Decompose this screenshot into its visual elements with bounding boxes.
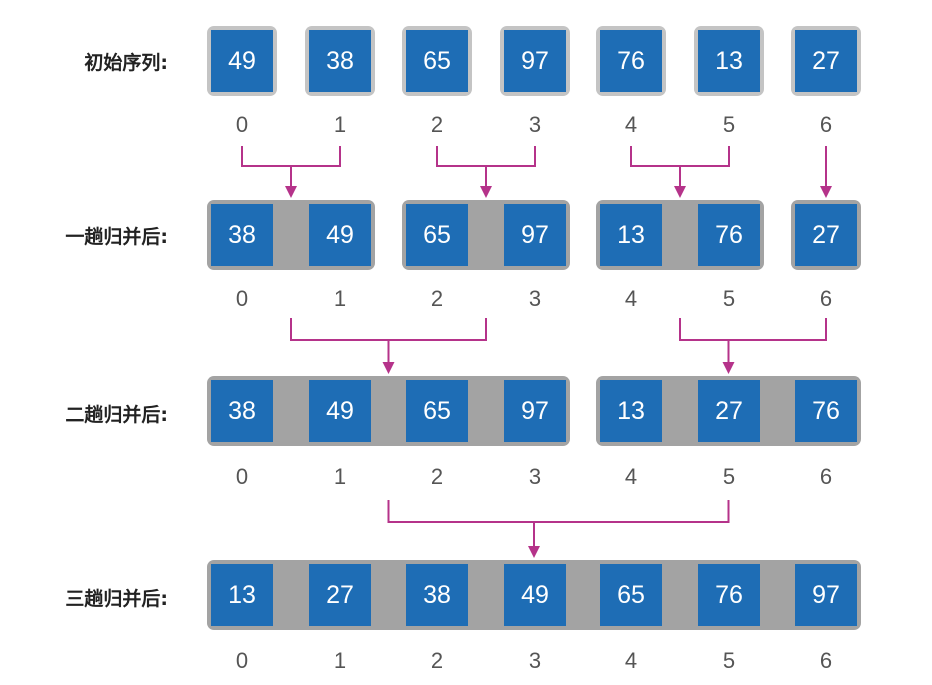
row-1-cell-2: 65 [406, 204, 468, 266]
merge-arrow-pass-2-1 [679, 318, 827, 374]
merge-arrow-pass-1-1 [436, 146, 536, 198]
row-0-cell-5: 13 [698, 30, 760, 92]
row-1-index-3: 3 [528, 286, 542, 311]
row-3-index-3: 3 [528, 648, 542, 673]
row-2-cell-2: 65 [406, 380, 468, 442]
row-3-cell-4: 65 [600, 564, 662, 626]
row-2-cell-5: 27 [698, 380, 760, 442]
row-0-index-2: 2 [430, 112, 444, 137]
row-2-cell-3: 97 [504, 380, 566, 442]
row-1-cell-1: 49 [309, 204, 371, 266]
row-1-cell-6: 27 [795, 204, 857, 266]
arrow-head [480, 186, 492, 198]
row-0-index-3: 3 [528, 112, 542, 137]
row-1-index-4: 4 [624, 286, 638, 311]
row-3-index-6: 6 [819, 648, 833, 673]
row-1-index-1: 1 [333, 286, 347, 311]
row-3-index-2: 2 [430, 648, 444, 673]
arrow-line [387, 500, 730, 546]
merge-arrow-pass-1-2 [630, 146, 730, 198]
row-2-index-2: 2 [430, 464, 444, 489]
row-label-pass-3: 三趟归并后: [65, 588, 168, 610]
row-2-cell-1: 49 [309, 380, 371, 442]
row-3-index-0: 0 [235, 648, 249, 673]
arrow-head [382, 362, 395, 374]
arrow-line [436, 146, 536, 186]
row-label-pass-2: 二趟归并后: [65, 404, 168, 426]
row-3-cell-3: 49 [504, 564, 566, 626]
row-0-index-4: 4 [624, 112, 638, 137]
row-0-cell-4: 76 [600, 30, 662, 92]
row-0-cell-0: 49 [211, 30, 273, 92]
merge-arrow-pass-1-0 [241, 146, 341, 198]
arrow-line [630, 146, 730, 186]
row-1-index-6: 6 [819, 286, 833, 311]
row-1-cell-0: 38 [211, 204, 273, 266]
row-0-index-0: 0 [235, 112, 249, 137]
row-3-cell-6: 97 [795, 564, 857, 626]
arrow-head [820, 186, 832, 198]
row-3-index-5: 5 [722, 648, 736, 673]
merge-arrow-pass-2-0 [290, 318, 487, 374]
row-3-cell-2: 38 [406, 564, 468, 626]
row-2-cell-4: 13 [600, 380, 662, 442]
arrow-head [674, 186, 686, 198]
row-3-index-1: 1 [333, 648, 347, 673]
row-2-index-4: 4 [624, 464, 638, 489]
row-1-index-5: 5 [722, 286, 736, 311]
row-2-index-3: 3 [528, 464, 542, 489]
row-0-index-1: 1 [333, 112, 347, 137]
row-0-index-6: 6 [819, 112, 833, 137]
row-2-cell-6: 76 [795, 380, 857, 442]
row-0-cell-2: 65 [406, 30, 468, 92]
row-0-cell-1: 38 [309, 30, 371, 92]
arrow-head [528, 546, 540, 558]
row-3-cell-0: 13 [211, 564, 273, 626]
row-2-index-6: 6 [819, 464, 833, 489]
merge-arrow-pass-3-0 [387, 500, 730, 558]
row-2-index-0: 0 [235, 464, 249, 489]
row-0-cell-6: 27 [795, 30, 857, 92]
arrow-head [722, 362, 735, 374]
row-2-index-5: 5 [722, 464, 736, 489]
row-3-cell-5: 76 [698, 564, 760, 626]
merge-arrow-pass-1-3 [820, 146, 832, 198]
arrow-head [285, 186, 297, 198]
row-3-index-4: 4 [624, 648, 638, 673]
row-1-cell-5: 76 [698, 204, 760, 266]
row-2-index-1: 1 [333, 464, 347, 489]
arrow-line [241, 146, 341, 186]
row-1-index-0: 0 [235, 286, 249, 311]
row-1-cell-4: 13 [600, 204, 662, 266]
row-0-index-5: 5 [722, 112, 736, 137]
row-2-cell-0: 38 [211, 380, 273, 442]
row-label-initial: 初始序列: [84, 52, 168, 74]
row-0-cell-3: 97 [504, 30, 566, 92]
arrow-line [290, 318, 487, 362]
arrow-line [679, 318, 827, 362]
row-3-cell-1: 27 [309, 564, 371, 626]
row-label-pass-1: 一趟归并后: [65, 226, 168, 248]
row-1-cell-3: 97 [504, 204, 566, 266]
row-1-index-2: 2 [430, 286, 444, 311]
